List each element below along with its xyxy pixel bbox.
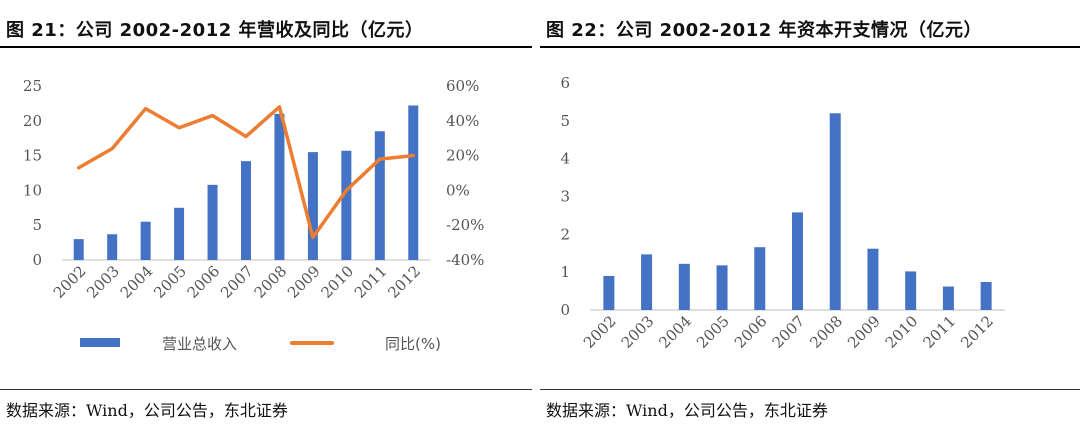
x-tick-label: 2007 (217, 262, 257, 302)
revenue-bar (408, 105, 419, 260)
right-figure-title: 图 22：公司 2002-2012 年资本开支情况（亿元） (546, 20, 983, 41)
y-tick-label: 2 (560, 225, 570, 243)
yoy-line (76, 105, 416, 240)
x-tick-label: 2002 (50, 262, 90, 302)
right-source-note: 数据来源：Wind，公司公告，东北证券 (546, 401, 828, 420)
y-tick-label: 25 (23, 77, 42, 95)
x-tick-label: 2011 (920, 312, 960, 352)
capex-bar (905, 271, 917, 310)
revenue-bar (73, 239, 84, 260)
left-title-rule (0, 46, 532, 48)
y-tick-label: 10 (23, 181, 42, 199)
revenue-bar (174, 207, 185, 260)
x-tick-label: 2008 (806, 312, 846, 352)
capex-bar (641, 254, 653, 310)
y2-tick-label: 20% (446, 147, 479, 165)
capex-bar (792, 212, 803, 310)
capex-bar (716, 265, 728, 310)
x-tick-label: 2006 (184, 262, 224, 302)
y-tick-label: 1 (560, 263, 570, 281)
left-source-note: 数据来源：Wind，公司公告，东北证券 (6, 401, 288, 420)
capex-bar (829, 113, 841, 311)
revenue-bar (107, 234, 118, 260)
revenue-bar (374, 131, 385, 260)
y-tick-label: 15 (23, 147, 42, 165)
left-figure-panel: 图 21：公司 2002-2012 年营收及同比（亿元） 0 5 10 15 20 25 -… (0, 0, 532, 431)
y-tick-label: 6 (560, 74, 570, 92)
x-tick-label: 2011 (351, 262, 391, 302)
x-tick-label: 2004 (117, 262, 157, 302)
x-tick-label: 2003 (618, 312, 658, 352)
revenue-chart: 0510152025-40%-20%0%20%40%60%20022003200… (23, 77, 485, 353)
x-tick-label: 2005 (150, 262, 190, 302)
y2-tick-label: 0% (446, 181, 470, 199)
left-source-rule (0, 389, 532, 390)
x-tick-label: 2008 (251, 262, 291, 302)
revenue-bar (207, 184, 218, 260)
legend-revenue-label: 营业总收入 (162, 335, 237, 353)
y-tick-label: 20 (23, 112, 42, 130)
x-tick-label: 2012 (957, 312, 997, 352)
y2-tick-label: -20% (446, 216, 484, 234)
x-tick-label: 2006 (731, 312, 771, 352)
x-tick-label: 2009 (284, 262, 324, 302)
x-tick-label: 2012 (384, 262, 424, 302)
capex-bar (603, 275, 615, 310)
y-tick-label: 3 (560, 188, 570, 206)
right-title-rule (540, 46, 1080, 48)
legend-yoy-label: 同比(%) (385, 335, 441, 353)
y-tick-label: 4 (560, 150, 570, 168)
x-tick-label: 2003 (83, 262, 123, 302)
capex-bar (980, 282, 992, 310)
revenue-bar (307, 152, 318, 260)
y-tick-label: 5 (32, 216, 42, 234)
x-tick-label: 2007 (769, 312, 809, 352)
capex-bar (942, 286, 954, 310)
y2-tick-label: -40% (446, 251, 484, 269)
revenue-bar (140, 221, 151, 260)
x-tick-label: 2010 (882, 312, 922, 352)
y-tick-label: 0 (560, 301, 570, 319)
y2-tick-label: 60% (446, 77, 479, 95)
y-tick-label: 0 (32, 251, 42, 269)
capex-bar (754, 247, 766, 310)
capex-chart: 0123456200220032004200520062007200820092… (560, 74, 1005, 352)
revenue-bar (341, 150, 352, 260)
revenue-bar (274, 113, 285, 260)
left-figure-title: 图 21：公司 2002-2012 年营收及同比（亿元） (6, 20, 424, 41)
capex-bar (678, 263, 690, 310)
x-tick-label: 2002 (580, 312, 620, 352)
right-source-rule (540, 389, 1080, 390)
legend-revenue-swatch (80, 338, 120, 347)
x-tick-label: 2005 (693, 312, 733, 352)
y2-tick-label: 40% (446, 112, 479, 130)
y-tick-label: 5 (560, 112, 570, 130)
x-tick-label: 2004 (655, 312, 695, 352)
right-figure-panel: 图 22：公司 2002-2012 年资本开支情况（亿元） 0 1 2 3 4 5 6 200… (540, 0, 1080, 431)
x-tick-label: 2009 (844, 312, 884, 352)
capex-bar (867, 248, 879, 310)
x-tick-label: 2010 (317, 262, 357, 302)
revenue-bar (241, 161, 251, 260)
